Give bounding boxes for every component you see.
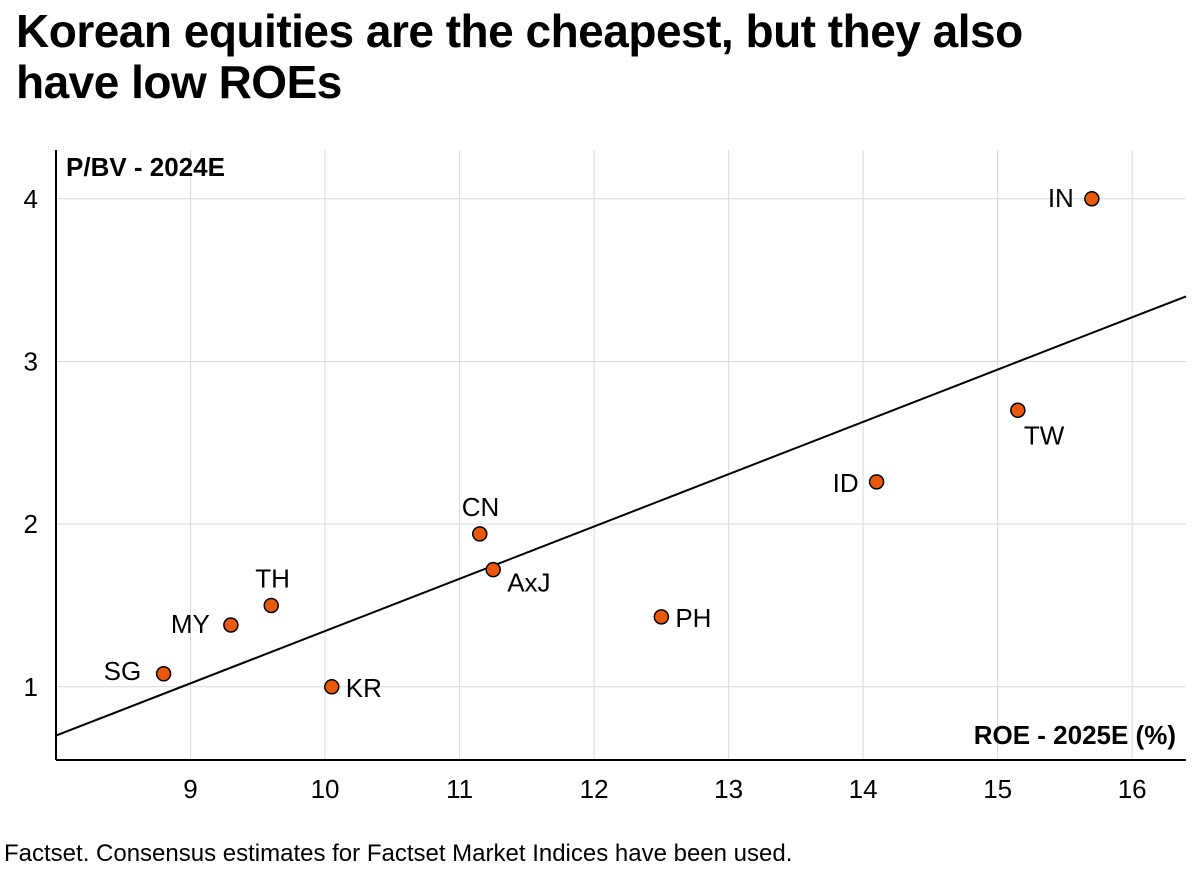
data-label-ph: PH [675, 603, 711, 633]
x-tick-label: 16 [1118, 774, 1147, 804]
data-label-sg: SG [104, 656, 142, 686]
data-label-th: TH [255, 563, 290, 593]
x-tick-label: 15 [983, 774, 1012, 804]
y-tick-label: 1 [24, 672, 38, 702]
data-point-axj [486, 563, 500, 577]
x-tick-label: 11 [446, 774, 473, 804]
y-axis-title: P/BV - 2024E [66, 152, 225, 182]
x-tick-label: 13 [714, 774, 743, 804]
data-label-in: IN [1048, 183, 1074, 213]
x-tick-label: 12 [580, 774, 609, 804]
x-axis-title: ROE - 2025E (%) [974, 720, 1176, 750]
chart-title-line1: Korean equities are the cheapest, but th… [16, 6, 1136, 57]
chart-title-line2: have low ROEs [16, 57, 1136, 108]
data-point-cn [473, 527, 487, 541]
data-point-ph [654, 610, 668, 624]
chart-footnote: Factset. Consensus estimates for Factset… [4, 840, 792, 868]
data-label-tw: TW [1024, 420, 1065, 450]
x-tick-label: 10 [311, 774, 340, 804]
data-point-sg [157, 667, 171, 681]
y-tick-label: 3 [24, 346, 38, 376]
data-point-my [224, 618, 238, 632]
data-label-kr: KR [346, 673, 382, 703]
chart-container: Korean equities are the cheapest, but th… [0, 0, 1200, 882]
x-tick-label: 14 [849, 774, 878, 804]
plot-background [0, 140, 1200, 820]
data-point-in [1085, 192, 1099, 206]
data-label-axj: AxJ [507, 568, 550, 598]
scatter-chart: 9101112131415161234P/BV - 2024EROE - 202… [0, 140, 1200, 820]
data-point-kr [325, 680, 339, 694]
data-point-th [264, 598, 278, 612]
y-tick-label: 2 [24, 509, 38, 539]
data-label-cn: CN [462, 492, 500, 522]
data-label-my: MY [171, 609, 210, 639]
data-label-id: ID [833, 468, 859, 498]
chart-title: Korean equities are the cheapest, but th… [16, 6, 1136, 107]
x-tick-label: 9 [183, 774, 197, 804]
data-point-id [870, 475, 884, 489]
y-tick-label: 4 [24, 184, 38, 214]
data-point-tw [1011, 403, 1025, 417]
